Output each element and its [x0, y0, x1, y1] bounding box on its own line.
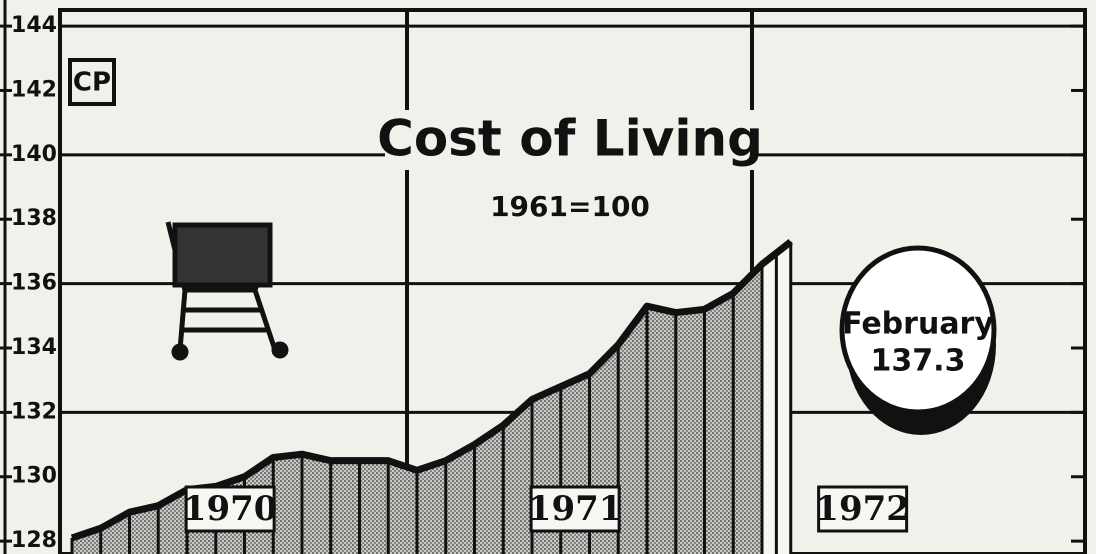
chart-subtitle: 1961=100	[490, 190, 650, 223]
year-label: 1971	[528, 489, 623, 529]
y-tick-label: 132	[11, 399, 57, 424]
y-tick-label: 140	[11, 142, 57, 167]
chart-title: Cost of Living	[377, 110, 763, 168]
year-label: 1972	[815, 489, 910, 529]
year-label: 1970	[183, 489, 278, 529]
y-tick-label: 128	[11, 528, 57, 553]
y-tick-label: 142	[11, 77, 57, 102]
y-tick-label: 134	[11, 335, 57, 360]
annotation-value: 137.3	[871, 344, 966, 379]
y-tick-label: 130	[11, 464, 57, 489]
chart: CP Cost of Living 1961=100 February 137.…	[0, 0, 1096, 554]
annotation: February	[842, 307, 994, 342]
y-tick-label: 136	[11, 271, 57, 296]
logo: CP	[73, 68, 111, 98]
y-tick-label: 138	[11, 206, 57, 231]
y-tick-label: 144	[11, 13, 57, 38]
